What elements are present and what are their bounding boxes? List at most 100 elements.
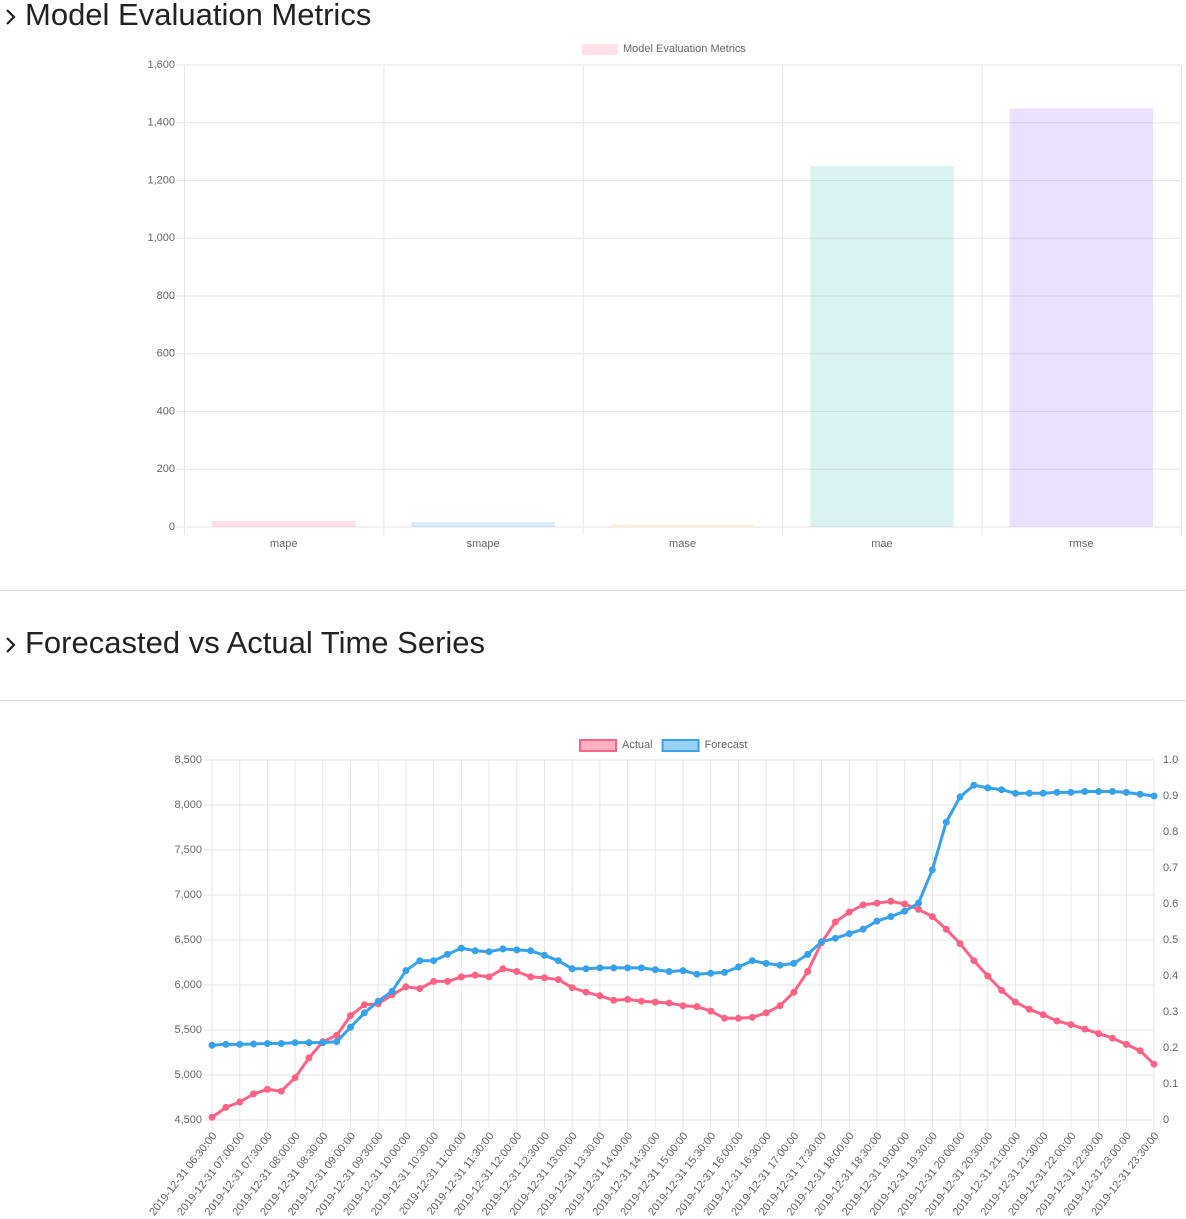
data-point bbox=[1081, 1025, 1089, 1033]
data-point bbox=[540, 974, 548, 982]
data-point bbox=[887, 913, 895, 921]
data-point bbox=[250, 1040, 258, 1048]
data-point bbox=[540, 951, 548, 959]
data-point bbox=[859, 925, 867, 933]
data-point bbox=[277, 1040, 285, 1047]
data-point bbox=[250, 1090, 258, 1098]
data-point bbox=[236, 1040, 244, 1048]
data-point bbox=[707, 969, 715, 977]
data-point bbox=[1136, 790, 1144, 798]
data-point bbox=[804, 950, 812, 958]
data-point bbox=[762, 959, 770, 967]
data-point bbox=[651, 998, 659, 1006]
data-point bbox=[347, 1012, 355, 1020]
data-point bbox=[360, 1009, 368, 1017]
data-point bbox=[1108, 1034, 1116, 1042]
x-tick-label: smape bbox=[467, 538, 500, 550]
data-point bbox=[305, 1039, 313, 1047]
data-point bbox=[596, 964, 604, 972]
x-tick-label: mase bbox=[669, 538, 696, 550]
data-point bbox=[236, 1098, 244, 1106]
data-point bbox=[707, 1007, 715, 1015]
legend-swatch bbox=[579, 739, 617, 752]
data-point bbox=[554, 957, 562, 965]
data-point bbox=[374, 997, 382, 1005]
data-point bbox=[471, 947, 479, 955]
data-point bbox=[485, 973, 493, 981]
y-tick-label: 7,000 bbox=[174, 889, 202, 901]
legend-swatch bbox=[582, 44, 618, 55]
data-point bbox=[915, 905, 922, 913]
data-point bbox=[998, 986, 1006, 994]
data-point bbox=[665, 999, 673, 1007]
x-tick-label: rmse bbox=[1069, 538, 1093, 550]
data-point bbox=[582, 965, 590, 973]
y-tick-label: 0 bbox=[169, 521, 175, 533]
data-point bbox=[970, 957, 978, 965]
section-heading: Forecasted vs Actual Time Series bbox=[25, 625, 485, 660]
data-point bbox=[582, 988, 590, 996]
data-point bbox=[624, 995, 632, 1003]
data-point bbox=[790, 959, 798, 967]
bar bbox=[810, 166, 954, 527]
y-tick-label: 8,500 bbox=[174, 754, 202, 766]
data-point bbox=[679, 1002, 687, 1010]
data-point bbox=[818, 938, 826, 946]
data-point bbox=[444, 977, 451, 985]
chevron-icon bbox=[6, 9, 16, 25]
data-point bbox=[1081, 788, 1089, 795]
legend-label: Actual bbox=[622, 739, 653, 751]
data-point bbox=[1095, 1030, 1103, 1038]
data-point bbox=[804, 968, 812, 975]
data-point bbox=[485, 948, 493, 956]
data-point bbox=[263, 1085, 271, 1093]
data-point bbox=[845, 908, 853, 916]
data-point bbox=[859, 901, 867, 909]
data-point bbox=[956, 940, 964, 948]
data-point bbox=[928, 913, 936, 921]
data-point bbox=[942, 818, 950, 826]
data-point bbox=[457, 944, 465, 952]
y-tick-label: 5,500 bbox=[174, 1024, 202, 1036]
y-tick-label: 4,500 bbox=[174, 1114, 202, 1126]
y-tick-label: 0.4 bbox=[1163, 970, 1178, 982]
data-point bbox=[637, 997, 645, 1005]
y-tick-label: 1,200 bbox=[147, 174, 175, 186]
data-point bbox=[402, 983, 410, 991]
data-point bbox=[915, 899, 922, 907]
y-tick-label: 1,000 bbox=[147, 232, 175, 244]
data-point bbox=[762, 1009, 770, 1017]
data-point bbox=[568, 984, 576, 992]
chevron-icon bbox=[6, 637, 16, 653]
data-point bbox=[222, 1103, 230, 1111]
bar bbox=[411, 522, 555, 527]
data-point bbox=[1122, 788, 1130, 796]
data-point bbox=[527, 947, 535, 955]
y-tick-label: 800 bbox=[157, 290, 175, 302]
data-point bbox=[610, 996, 618, 1004]
y-tick-label: 1,400 bbox=[147, 117, 175, 129]
data-point bbox=[734, 1014, 742, 1022]
data-point bbox=[513, 968, 521, 975]
data-point bbox=[665, 968, 673, 975]
data-point bbox=[748, 957, 756, 965]
data-point bbox=[984, 784, 992, 792]
data-point bbox=[430, 977, 438, 985]
data-point bbox=[402, 967, 410, 975]
data-point bbox=[776, 1002, 784, 1010]
data-point bbox=[430, 957, 438, 965]
data-point bbox=[748, 1013, 756, 1021]
bar bbox=[1009, 108, 1154, 527]
data-point bbox=[1067, 1021, 1075, 1029]
data-point bbox=[1053, 1017, 1061, 1025]
data-point bbox=[845, 930, 853, 938]
data-point bbox=[568, 965, 576, 973]
data-point bbox=[1053, 788, 1061, 796]
data-point bbox=[208, 1113, 216, 1121]
data-point bbox=[333, 1038, 341, 1046]
data-point bbox=[831, 934, 839, 942]
data-point bbox=[1025, 789, 1033, 797]
data-point bbox=[444, 950, 451, 958]
data-point bbox=[1136, 1047, 1144, 1055]
